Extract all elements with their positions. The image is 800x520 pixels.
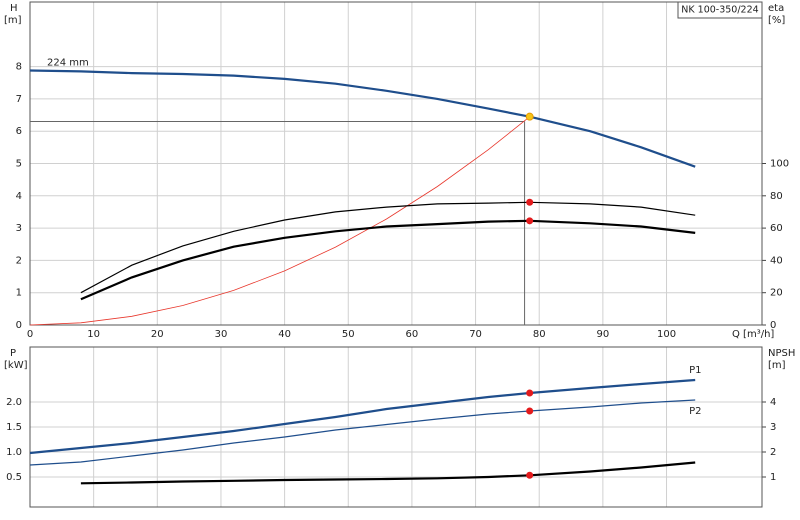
badge: NK 100-350/224 bbox=[681, 5, 758, 16]
series-line bbox=[29, 399, 696, 466]
y2-tick-label: 1 bbox=[770, 472, 776, 483]
series-line bbox=[29, 116, 530, 326]
x-tick-label: 60 bbox=[406, 329, 419, 340]
series-label: P2 bbox=[689, 406, 701, 417]
x-tick-label: 80 bbox=[533, 329, 546, 340]
x-tick-label: 30 bbox=[215, 329, 228, 340]
y2-tick-label: 40 bbox=[770, 255, 783, 266]
y-axis-unit: [m] bbox=[4, 15, 22, 26]
operating-point bbox=[526, 217, 534, 225]
y-tick-label: 0.5 bbox=[6, 472, 22, 483]
series-line bbox=[80, 461, 696, 485]
y2-tick-label: 60 bbox=[770, 223, 783, 234]
badge-box bbox=[677, 1, 763, 19]
x-tick-label: 10 bbox=[87, 329, 100, 340]
series-line bbox=[29, 69, 696, 168]
x-axis-label: Q [m³/h] bbox=[732, 329, 774, 340]
y2-tick-label: 2 bbox=[770, 447, 776, 458]
plot-frame bbox=[29, 1, 763, 326]
x-tick-label: 90 bbox=[597, 329, 610, 340]
y2-axis-unit: [m] bbox=[768, 360, 786, 371]
x-tick-label: 100 bbox=[657, 329, 676, 340]
x-tick-label: 70 bbox=[469, 329, 482, 340]
y2-tick-label: 100 bbox=[770, 159, 789, 170]
x-tick-label: 20 bbox=[151, 329, 164, 340]
operating-point bbox=[525, 112, 534, 121]
y-tick-label: 2.0 bbox=[6, 397, 22, 408]
operating-point bbox=[526, 389, 534, 397]
operating-point bbox=[526, 407, 534, 415]
series-line bbox=[80, 201, 696, 294]
operating-point bbox=[526, 471, 534, 479]
x-tick-label: 50 bbox=[342, 329, 355, 340]
y-tick-label: 7 bbox=[16, 94, 22, 105]
y-tick-label: 1.5 bbox=[6, 422, 22, 433]
y-tick-label: 0 bbox=[16, 320, 22, 331]
series-label: 224 mm bbox=[47, 57, 89, 68]
y-tick-label: 8 bbox=[16, 62, 22, 73]
y2-tick-label: 3 bbox=[770, 422, 776, 433]
y-tick-label: 4 bbox=[16, 191, 22, 202]
series-line bbox=[80, 219, 696, 301]
y2-axis-label: NPSH bbox=[768, 348, 795, 359]
y-axis-unit: [kW] bbox=[4, 360, 28, 371]
y2-tick-label: 4 bbox=[770, 397, 776, 408]
y-tick-label: 1 bbox=[16, 288, 22, 299]
plot-frame bbox=[29, 346, 763, 508]
y2-tick-label: 0 bbox=[770, 320, 776, 331]
series-line bbox=[29, 378, 696, 455]
y-axis-label: H bbox=[10, 3, 18, 14]
operating-point bbox=[526, 198, 534, 206]
y2-axis-unit: [%] bbox=[768, 15, 785, 26]
y2-axis-label: eta bbox=[768, 3, 784, 14]
y-tick-label: 6 bbox=[16, 126, 22, 137]
x-tick-label: 0 bbox=[27, 329, 33, 340]
y-tick-label: 5 bbox=[16, 159, 22, 170]
y2-tick-label: 80 bbox=[770, 191, 783, 202]
y-tick-label: 3 bbox=[16, 223, 22, 234]
y2-tick-label: 20 bbox=[770, 288, 783, 299]
y-tick-label: 2 bbox=[16, 255, 22, 266]
series-label: P1 bbox=[689, 365, 701, 376]
x-tick-label: 40 bbox=[278, 329, 291, 340]
y-tick-label: 1.0 bbox=[6, 447, 22, 458]
y-axis-label: P bbox=[10, 348, 16, 359]
